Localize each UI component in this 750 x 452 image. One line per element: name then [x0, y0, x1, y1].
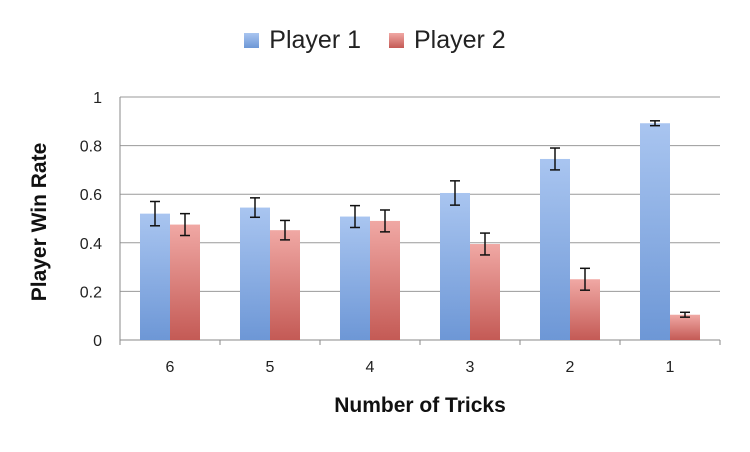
bar-player-2-tricks-5 [270, 230, 300, 340]
x-tick-label-1: 1 [666, 359, 675, 376]
legend-swatch-player-2 [389, 33, 404, 48]
y-tick-label-2: 0.4 [80, 236, 102, 253]
bar-player-1-tricks-5 [240, 207, 270, 340]
legend-swatch-player-1 [244, 33, 260, 48]
y-tick-label-1: 0.2 [80, 284, 102, 301]
legend-item-player-2: Player 2 [389, 26, 506, 55]
bar-player-2-tricks-4 [370, 220, 400, 340]
bar-player-1-tricks-1 [640, 123, 670, 340]
bar-player-1-tricks-3 [440, 192, 470, 340]
bar-player-2-tricks-1 [670, 314, 700, 340]
legend-label-player-1: Player 1 [269, 26, 361, 54]
x-tick-label-5: 5 [266, 359, 275, 376]
x-tick-label-2: 2 [566, 359, 575, 376]
bar-player-2-tricks-6 [170, 224, 200, 340]
legend-item-player-1: Player 1 [244, 26, 361, 55]
bar-player-1-tricks-4 [340, 216, 370, 340]
x-tick-label-6: 6 [166, 359, 175, 376]
bar-player-1-tricks-6 [140, 213, 170, 340]
y-tick-label-3: 0.6 [80, 187, 102, 204]
x-tick-label-3: 3 [466, 359, 475, 376]
x-tick-label-4: 4 [366, 359, 375, 376]
bar-player-2-tricks-3 [470, 244, 500, 340]
x-axis-title: Number of Tricks [334, 394, 506, 417]
y-tick-label-0: 0 [93, 333, 102, 350]
legend: Player 1 Player 2 [0, 26, 750, 55]
y-tick-label-4: 0.8 [80, 139, 102, 156]
bar-player-1-tricks-2 [540, 158, 570, 340]
legend-label-player-2: Player 2 [414, 26, 506, 54]
y-tick-label-5: 1 [93, 90, 102, 107]
